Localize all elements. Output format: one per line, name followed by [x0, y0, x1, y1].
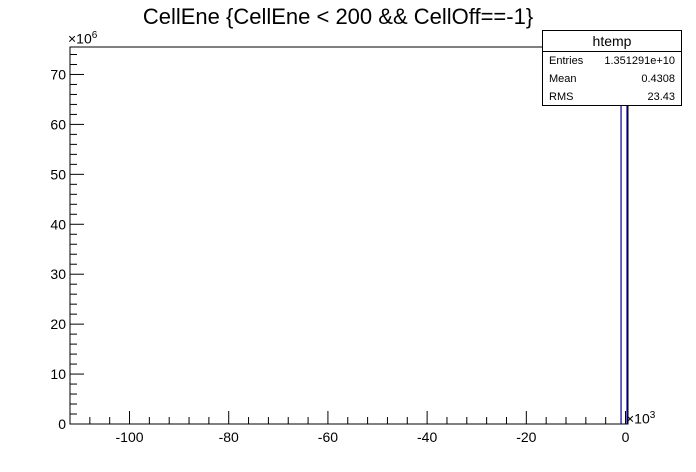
- stats-box: htemp Entries 1.351291e+10 Mean 0.4308 R…: [542, 30, 682, 106]
- x-tick-label: 0: [622, 429, 630, 445]
- stats-label: Mean: [549, 73, 577, 85]
- x-axis-multiplier: ×103: [626, 410, 656, 427]
- y-tick-label: 10: [50, 366, 66, 382]
- stats-title: htemp: [543, 31, 681, 52]
- x-tick-label: -40: [417, 429, 437, 445]
- y-tick-label: 20: [50, 316, 66, 332]
- y-tick-label: 40: [50, 216, 66, 232]
- stats-value: 23.43: [647, 91, 675, 103]
- y-tick-label: 50: [50, 166, 66, 182]
- stats-row-rms: RMS 23.43: [543, 88, 681, 106]
- stats-value: 0.4308: [641, 73, 675, 85]
- y-axis-multiplier: ×106: [68, 30, 98, 47]
- stats-row-mean: Mean 0.4308: [543, 70, 681, 88]
- chart-title: CellEne {CellEne < 200 && CellOff==-1}: [142, 4, 534, 29]
- x-tick-label: -20: [516, 429, 536, 445]
- y-tick-label: 60: [50, 116, 66, 132]
- x-tick-label: -80: [219, 429, 239, 445]
- y-tick-label: 70: [50, 66, 66, 82]
- y-tick-label: 0: [58, 416, 66, 432]
- plot-frame: [69, 46, 629, 425]
- stats-label: RMS: [549, 91, 574, 103]
- stats-label: Entries: [549, 55, 584, 67]
- y-tick-label: 30: [50, 266, 66, 282]
- stats-row-entries: Entries 1.351291e+10: [543, 52, 681, 70]
- x-tick-label: -60: [318, 429, 338, 445]
- x-tick-label: -100: [116, 429, 144, 445]
- stats-value: 1.351291e+10: [604, 55, 675, 67]
